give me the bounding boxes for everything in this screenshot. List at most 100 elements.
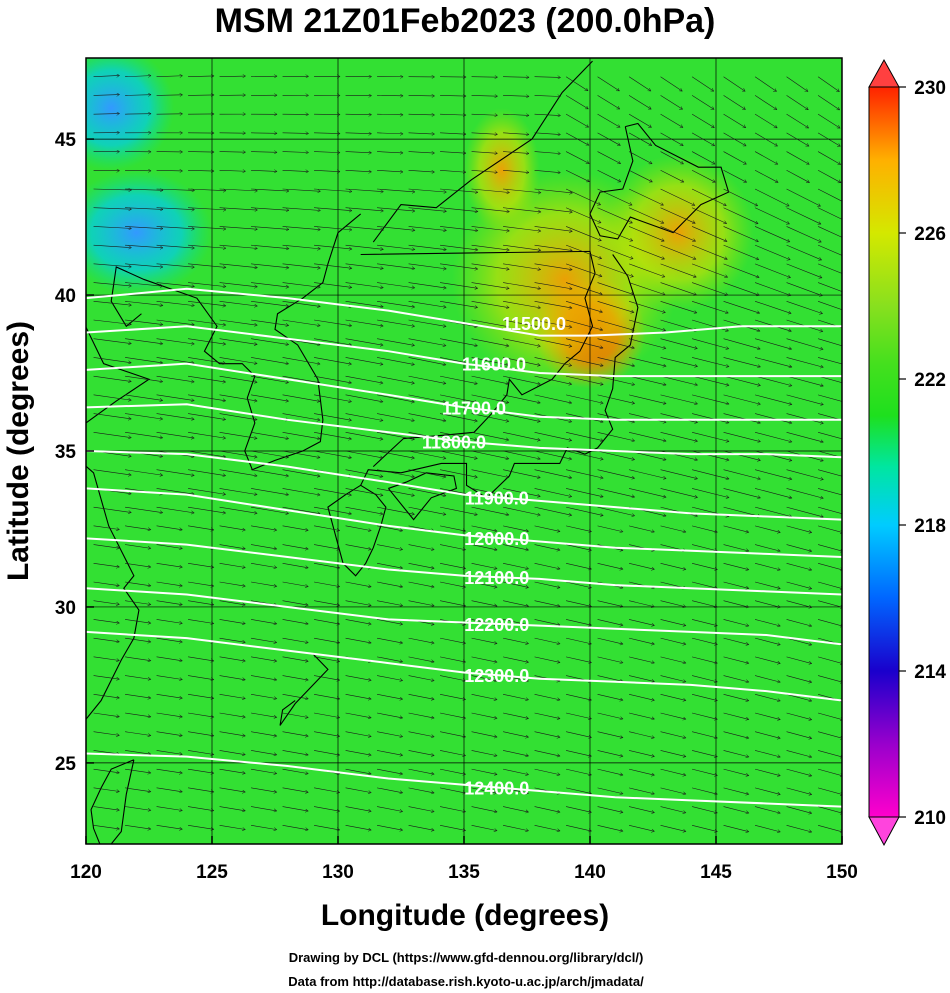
- wind-arrow: [691, 488, 729, 497]
- contour-label: 12100.0: [464, 568, 529, 588]
- wind-arrow: [786, 637, 812, 645]
- wind-arrow: [786, 712, 812, 720]
- y-axis-label: Latitude (degrees): [2, 321, 35, 581]
- wind-arrow: [408, 375, 446, 383]
- wind-arrow: [440, 600, 465, 606]
- wind-arrow: [125, 675, 151, 680]
- wind-arrow: [377, 188, 415, 192]
- wind-arrow: [314, 170, 340, 171]
- wind-arrow: [156, 824, 183, 829]
- wind-arrow: [219, 787, 246, 792]
- wind-arrow: [691, 357, 729, 366]
- wind-arrow: [723, 656, 749, 663]
- wind-arrow: [786, 244, 822, 260]
- wind-arrow: [534, 469, 572, 478]
- wind-arrow: [754, 263, 790, 278]
- wind-arrow: [408, 169, 435, 172]
- wind-arrow: [125, 562, 151, 567]
- wind-arrow: [628, 95, 651, 110]
- wind-arrow: [188, 170, 214, 171]
- wind-arrow: [503, 133, 529, 135]
- wind-arrow: [314, 581, 340, 587]
- wind-arrow: [597, 95, 620, 110]
- wind-arrow: [377, 152, 403, 153]
- wind-arrow: [660, 319, 697, 331]
- wind-arrow: [377, 413, 414, 421]
- wind-arrow: [377, 656, 403, 662]
- wind-arrow: [754, 338, 792, 349]
- x-tick-label: 150: [826, 862, 858, 883]
- wind-arrow: [723, 806, 749, 813]
- wind-arrow: [408, 226, 447, 230]
- wind-arrow: [125, 750, 151, 754]
- wind-arrow: [628, 263, 665, 277]
- y-axis-ticks: 25 30 35 40 45: [55, 130, 94, 775]
- wind-arrow: [440, 675, 465, 681]
- warm-region: [464, 107, 540, 233]
- wind-arrow: [628, 76, 651, 91]
- coastline: [327, 484, 387, 577]
- wind-arrow: [660, 787, 686, 794]
- wind-arrow: [377, 675, 403, 681]
- wind-arrow: [502, 394, 540, 403]
- wind-arrow: [817, 113, 840, 129]
- wind-arrow: [660, 95, 683, 110]
- wind-arrow: [628, 170, 652, 182]
- wind-arrow: [723, 132, 746, 146]
- wind-arrow: [314, 375, 351, 383]
- wind-arrow: [408, 824, 435, 830]
- wind-arrow: [314, 562, 340, 568]
- wind-arrow: [93, 338, 132, 344]
- wind-arrow: [786, 132, 809, 147]
- wind-arrow: [93, 581, 120, 586]
- wind-arrow: [408, 544, 435, 550]
- wind-arrow: [628, 338, 666, 349]
- wind-arrow: [251, 375, 288, 382]
- wind-arrow: [345, 263, 384, 269]
- wind-arrow: [282, 375, 320, 383]
- wind-arrow: [188, 338, 226, 344]
- credit-drawing: Drawing by DCL (https://www.gfd-dennou.o…: [289, 950, 644, 965]
- wind-arrow: [660, 338, 698, 349]
- wind-arrow: [471, 282, 510, 289]
- wind-arrow: [471, 544, 497, 550]
- wind-arrow: [691, 282, 728, 296]
- x-tick-label: 120: [70, 862, 102, 883]
- wind-arrow: [754, 544, 780, 552]
- wind-arrow: [503, 263, 541, 270]
- wind-arrow: [156, 525, 183, 530]
- wind-arrow: [282, 768, 309, 773]
- y-tick-label: 45: [55, 130, 77, 151]
- wind-arrow: [377, 319, 414, 326]
- wind-arrow: [817, 95, 840, 109]
- wind-arrow: [377, 133, 403, 134]
- wind-arrow: [251, 450, 288, 457]
- wind-arrow: [817, 188, 842, 202]
- wind-arrow: [471, 375, 509, 384]
- wind-arrow: [251, 693, 277, 698]
- wind-arrow: [786, 787, 812, 795]
- wind-arrow: [754, 431, 792, 442]
- wind-arrow: [754, 244, 790, 260]
- wind-arrow: [786, 619, 812, 626]
- wind-arrow: [502, 656, 528, 662]
- wind-arrow: [219, 152, 246, 153]
- wind-arrow: [408, 469, 446, 477]
- coastline: [279, 653, 329, 726]
- wind-arrow: [219, 413, 257, 420]
- wind-arrow: [691, 806, 717, 813]
- wind-arrow: [597, 357, 635, 366]
- wind-arrow: [534, 768, 560, 775]
- wind-arrow: [817, 282, 842, 292]
- wind-arrow: [723, 357, 761, 366]
- wind-arrow: [314, 600, 340, 606]
- wind-arrow: [408, 600, 435, 606]
- wind-arrow: [440, 656, 465, 662]
- wind-arrow: [754, 207, 789, 224]
- wind-arrow: [408, 413, 446, 421]
- wind-arrow: [597, 188, 632, 205]
- wind-arrow: [660, 675, 686, 682]
- wind-arrow: [597, 132, 621, 146]
- wind-arrow: [723, 581, 749, 588]
- wind-arrow: [125, 731, 151, 736]
